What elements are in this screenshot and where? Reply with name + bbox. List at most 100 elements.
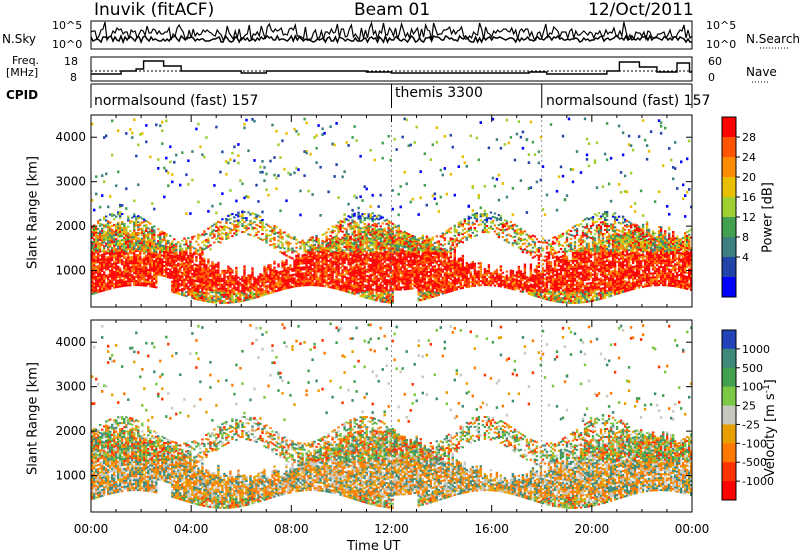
range-cell — [369, 277, 372, 280]
range-cell — [387, 281, 390, 284]
range-cell — [147, 257, 150, 259]
range-cell — [347, 269, 350, 272]
range-cell — [389, 287, 392, 290]
range-cell — [307, 278, 310, 281]
range-cell — [403, 278, 406, 281]
range-cell — [173, 279, 176, 282]
range-cell — [173, 283, 176, 286]
range-cell — [103, 267, 106, 270]
range-cell — [173, 252, 176, 255]
range-cell — [363, 266, 366, 269]
range-cell — [205, 266, 208, 269]
range-cell — [353, 261, 356, 264]
range-cell — [111, 231, 114, 234]
range-cell — [227, 218, 230, 221]
range-cell — [155, 270, 158, 273]
range-cell — [357, 240, 360, 243]
nsearch-tick-bottom: 10^0 — [706, 38, 737, 51]
range-cell — [129, 222, 132, 225]
range-cell — [323, 255, 326, 258]
range-cell — [285, 250, 288, 253]
range-cell — [409, 281, 412, 284]
range-cell — [429, 238, 432, 241]
range-cell — [191, 294, 194, 297]
range-cell — [177, 276, 180, 279]
range-cell — [109, 227, 112, 230]
range-cell — [417, 261, 420, 264]
range-cell — [423, 280, 426, 283]
range-cell — [167, 254, 170, 256]
range-cell — [261, 223, 264, 225]
range-cell — [219, 241, 222, 244]
range-cell — [401, 270, 404, 273]
range-cell — [439, 255, 442, 258]
range-cell — [161, 120, 164, 124]
range-cell — [109, 281, 112, 284]
range-cell — [315, 276, 318, 279]
range-cell — [403, 252, 406, 255]
range-cell — [223, 273, 226, 276]
range-cell — [247, 227, 250, 230]
range-cell — [199, 299, 202, 301]
range-cell — [337, 227, 340, 230]
range-cell — [347, 285, 350, 288]
range-cell — [213, 301, 216, 304]
range-cell — [263, 289, 266, 292]
range-cell — [321, 282, 324, 285]
range-cell — [321, 246, 324, 249]
range-cell — [301, 266, 304, 269]
range-cell — [209, 234, 212, 237]
range-cell — [337, 237, 340, 240]
range-cell — [247, 288, 250, 291]
range-cell — [135, 284, 138, 287]
range-cell — [301, 274, 304, 277]
range-cell — [215, 211, 218, 215]
range-cell — [429, 262, 432, 265]
range-cell — [399, 250, 402, 253]
range-cell — [401, 241, 404, 244]
range-cell — [363, 242, 366, 245]
range-cell — [315, 270, 318, 273]
freq-unit-label: [MHz] — [6, 66, 39, 79]
range-cell — [139, 262, 142, 265]
range-cell — [337, 229, 340, 232]
range-cell — [253, 235, 256, 238]
range-cell — [383, 258, 386, 261]
range-cell — [211, 281, 214, 284]
range-cell — [253, 286, 256, 289]
cpid-segment-3: normalsound (fast) 157 — [546, 93, 711, 109]
range-cell — [299, 270, 302, 273]
range-cell — [331, 246, 334, 249]
range-cell — [291, 269, 294, 272]
range-cell — [197, 264, 200, 267]
range-cell — [241, 285, 244, 288]
range-cell — [441, 268, 444, 271]
range-cell — [195, 264, 198, 266]
range-cell — [265, 235, 268, 238]
range-cell — [305, 270, 308, 273]
range-cell — [393, 224, 396, 227]
range-cell — [369, 275, 372, 278]
range-cell — [343, 269, 346, 272]
range-cell — [371, 272, 374, 275]
range-cell — [389, 221, 392, 224]
range-cell — [423, 241, 426, 244]
range-cell — [125, 280, 128, 283]
range-cell — [337, 262, 340, 265]
range-cell — [165, 245, 168, 248]
range-cell — [183, 237, 186, 240]
range-cell — [365, 296, 368, 299]
range-cell — [213, 277, 216, 280]
range-cell — [255, 227, 258, 230]
range-cell — [311, 244, 314, 247]
range-cell — [397, 234, 400, 237]
range-cell — [135, 254, 138, 257]
range-cell — [295, 130, 298, 133]
range-cell — [305, 257, 308, 260]
nsky-tick-top: 10^5 — [52, 19, 83, 32]
range-cell — [417, 271, 420, 274]
range-cell — [411, 251, 414, 253]
range-cell — [267, 224, 270, 227]
range-cell — [381, 274, 384, 277]
range-cell — [129, 272, 132, 275]
